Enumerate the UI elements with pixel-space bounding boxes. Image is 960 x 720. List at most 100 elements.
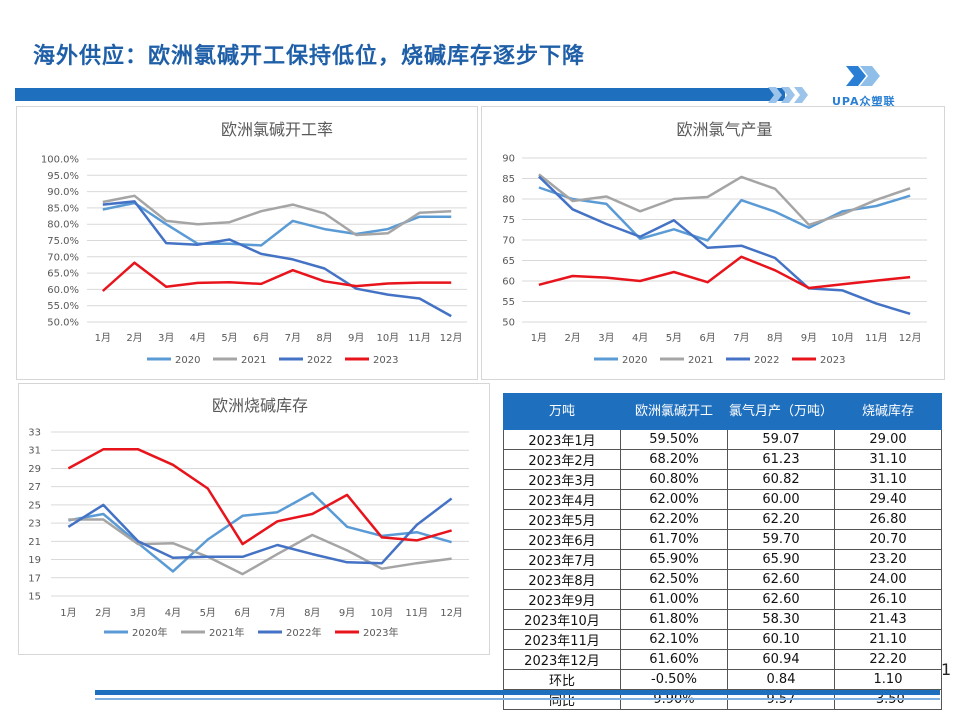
table-cell: 26.80 <box>834 509 942 530</box>
table-row: 2023年10月 61.80% 58.30 21.43 <box>503 609 942 630</box>
table-cell: 60.94 <box>727 649 835 670</box>
table-cell: 0.84 <box>727 669 835 690</box>
y-tick-label: 23 <box>28 519 41 530</box>
x-tick-label: 5月 <box>200 607 216 619</box>
chart-panel-operating-rate: 欧洲氯碱开工率 50.0% 55.0% 60.0% 65.0% 70.0% 75.0% 80.… <box>16 106 478 380</box>
y-tick-label: 21 <box>28 537 41 548</box>
x-tick-label: 7月 <box>733 332 749 344</box>
table-cell: 61.00% <box>620 589 728 610</box>
chart-operating-rate: 欧洲氯碱开工率 50.0% 55.0% 60.0% 65.0% 70.0% 75.0% 80.… <box>41 120 467 366</box>
x-tick-label: 6月 <box>234 607 250 619</box>
x-tick-label: 8月 <box>316 332 332 344</box>
table-cell: 60.10 <box>727 629 835 650</box>
table-row: 2023年9月 61.00% 62.60 26.10 <box>503 589 942 610</box>
table-header-row: 万吨 欧洲氯碱开工 氯气月产（万吨） 烧碱库存 <box>503 393 942 430</box>
legend-label: 2023 <box>373 355 398 366</box>
table-row: 2023年4月 62.00% 60.00 29.40 <box>503 489 942 510</box>
table-cell: 59.70 <box>727 529 835 550</box>
table-cell: -0.50% <box>620 669 728 690</box>
y-tick-label: 27 <box>28 482 41 493</box>
y-tick-label: 17 <box>28 573 41 584</box>
x-tick-label: 1月 <box>60 607 76 619</box>
header-divider-bar <box>15 88 785 101</box>
legend-label: 2023年 <box>363 626 398 639</box>
series-line-2021 <box>102 194 452 237</box>
series-line-2022 <box>538 175 911 315</box>
table-row: 2023年2月 68.20% 61.23 31.10 <box>503 449 942 470</box>
x-tick-label: 2月 <box>564 332 580 344</box>
data-table: 万吨 欧洲氯碱开工 氯气月产（万吨） 烧碱库存 2023年1月 59.50% 59.07 2… <box>503 393 942 710</box>
table-cell: 58.30 <box>727 609 835 630</box>
table-row: 2023年11月 62.10% 60.10 21.10 <box>503 629 942 650</box>
legend-label: 2021 <box>241 355 266 366</box>
table-cell: 2023年11月 <box>503 629 621 650</box>
x-tick-label: 6月 <box>253 332 269 344</box>
table-cell: 1.10 <box>834 669 942 690</box>
table-row: 环比 -0.50% 0.84 1.10 <box>503 669 942 690</box>
series-line-2023 <box>101 261 452 292</box>
table-cell: 21.10 <box>834 629 942 650</box>
series-line-2022年 <box>67 497 453 565</box>
y-tick-label: 50 <box>502 318 515 329</box>
legend-label: 2022年 <box>286 626 321 639</box>
table-cell: 65.90 <box>727 549 835 570</box>
x-tick-label: 10月 <box>371 607 394 619</box>
table-cell: 61.60% <box>620 649 728 670</box>
x-tick-label: 10月 <box>376 332 399 344</box>
table-cell: 60.00 <box>727 489 835 510</box>
x-tick-label: 3月 <box>598 332 614 344</box>
table-cell: 68.20% <box>620 449 728 470</box>
table-cell: 29.40 <box>834 489 942 510</box>
table-cell: 26.10 <box>834 589 942 610</box>
table-header-cell: 万吨 <box>503 393 621 430</box>
table-cell: 62.50% <box>620 569 728 590</box>
table-cell: 31.10 <box>834 449 942 470</box>
table-cell: 62.20 <box>727 509 835 530</box>
page-title: 海外供应：欧洲氯碱开工保持低位，烧碱库存逐步下降 <box>33 44 586 69</box>
chart-panel-caustic-inventory: 欧洲烧碱库存 15 17 19 21 23 25 27 29 31 33 1月 2月 3月 4月 5月 6月 7月… <box>18 383 490 655</box>
legend-label: 2023 <box>820 355 845 366</box>
table-header-cell: 烧碱库存 <box>834 393 942 430</box>
table-cell: 20.70 <box>834 529 942 550</box>
y-tick-label: 33 <box>28 428 41 439</box>
legend-label: 2021年 <box>209 626 244 639</box>
y-tick-label: 60.0% <box>47 285 79 296</box>
x-tick-label: 12月 <box>440 332 463 344</box>
legend-label: 2022 <box>307 355 332 366</box>
table-row: 2023年7月 65.90% 65.90 23.20 <box>503 549 942 570</box>
x-tick-label: 9月 <box>801 332 817 344</box>
brand-logo: UPA众塑联 <box>832 64 896 109</box>
y-tick-label: 70 <box>502 236 515 247</box>
chart-caustic-inventory: 欧洲烧碱库存 15 17 19 21 23 25 27 29 31 33 1月 2月 3月 4月 5月 6月 7月… <box>28 396 469 639</box>
x-tick-label: 2月 <box>95 607 111 619</box>
y-tick-label: 15 <box>28 592 41 603</box>
table-cell: 23.20 <box>834 549 942 570</box>
table-cell: 2023年3月 <box>503 469 621 490</box>
y-tick-label: 85.0% <box>47 203 79 214</box>
table-cell: 2023年2月 <box>503 449 621 470</box>
table-cell: 2023年10月 <box>503 609 621 630</box>
series-line-2021 <box>538 173 911 227</box>
logo-mark-icon <box>846 66 880 86</box>
chevron-arrows-icon <box>768 87 808 103</box>
table-cell: 60.82 <box>727 469 835 490</box>
series-line-2020年 <box>68 491 452 573</box>
x-tick-label: 7月 <box>285 332 301 344</box>
y-tick-label: 75.0% <box>47 236 79 247</box>
x-tick-label: 1月 <box>531 332 547 344</box>
x-tick-label: 10月 <box>831 332 854 344</box>
chart-title: 欧洲氯气产量 <box>676 120 772 139</box>
table-header-cell: 欧洲氯碱开工 <box>620 393 728 430</box>
table-row: 2023年6月 61.70% 59.70 20.70 <box>503 529 942 550</box>
table-cell: 2023年1月 <box>503 429 621 450</box>
table-row: 2023年1月 59.50% 59.07 29.00 <box>503 429 942 450</box>
table-cell: 22.20 <box>834 649 942 670</box>
y-tick-label: 80.0% <box>47 220 79 231</box>
x-tick-label: 11月 <box>865 332 888 344</box>
table-cell: 62.60 <box>727 569 835 590</box>
series-line-2021年 <box>68 518 452 576</box>
table-cell: 2023年5月 <box>503 509 621 530</box>
y-tick-label: 55 <box>502 297 515 308</box>
y-tick-label: 90 <box>502 154 515 165</box>
legend-label: 2020 <box>622 355 647 366</box>
